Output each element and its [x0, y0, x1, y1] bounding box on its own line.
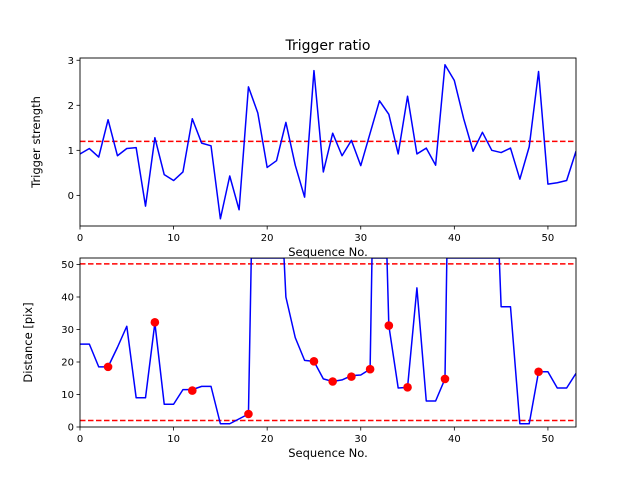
x-tick-label: 0 [77, 434, 83, 445]
distance-panel: 0 10 20 30 40 50 0 10 20 30 40 50 Sequence No. Distan… [21, 257, 577, 460]
chart-title: Trigger ratio [284, 38, 370, 54]
x-tick-label: 20 [261, 233, 274, 244]
data-point [534, 367, 543, 377]
data-point [328, 377, 337, 386]
x-tick-label: 0 [77, 233, 83, 244]
y-tick-label: 0 [68, 191, 74, 202]
y-axis-label: Trigger strength [29, 96, 43, 189]
y-tick-label: 30 [61, 325, 74, 336]
data-point [103, 362, 113, 372]
x-tick-label: 10 [167, 434, 180, 445]
y-axis-label: Distance [pix] [21, 302, 35, 382]
x-tick-label: 40 [448, 434, 461, 445]
axes-frame [79, 57, 577, 227]
data-point [244, 409, 253, 419]
data-point [403, 383, 412, 392]
series-line [80, 64, 576, 220]
y-tick-label: 20 [61, 358, 74, 369]
axes-frame [79, 257, 577, 428]
y-tick-label: 2 [68, 101, 74, 112]
data-point [440, 374, 450, 384]
x-tick-label: 30 [354, 434, 367, 445]
x-axis-label: Sequence No. [288, 446, 367, 460]
data-point [150, 318, 160, 327]
x-tick-label: 50 [542, 434, 555, 445]
y-tick-label: 3 [68, 56, 74, 67]
x-tick-label: 30 [354, 233, 367, 244]
data-point [365, 364, 375, 374]
x-tick-label: 40 [448, 233, 461, 244]
y-tick-label: 0 [68, 423, 74, 434]
plot-area [80, 258, 576, 425]
data-point [188, 386, 197, 395]
plot-area [80, 64, 576, 220]
series-line [80, 258, 576, 425]
y-tick-label: 50 [61, 260, 74, 271]
data-point [347, 372, 356, 381]
y-tick-label: 10 [61, 390, 74, 401]
x-tick-label: 20 [261, 434, 274, 445]
x-axis-label: Sequence No. [288, 245, 367, 259]
x-tick-label: 50 [542, 233, 555, 244]
trigger-ratio-panel: 0 10 20 30 40 50 0 1 2 3 Trigger ratio Sequence No.… [29, 38, 577, 259]
data-point [309, 357, 319, 366]
y-tick-label: 40 [61, 293, 74, 304]
data-point [384, 321, 394, 330]
y-tick-label: 1 [68, 146, 74, 157]
x-tick-label: 10 [167, 233, 180, 244]
